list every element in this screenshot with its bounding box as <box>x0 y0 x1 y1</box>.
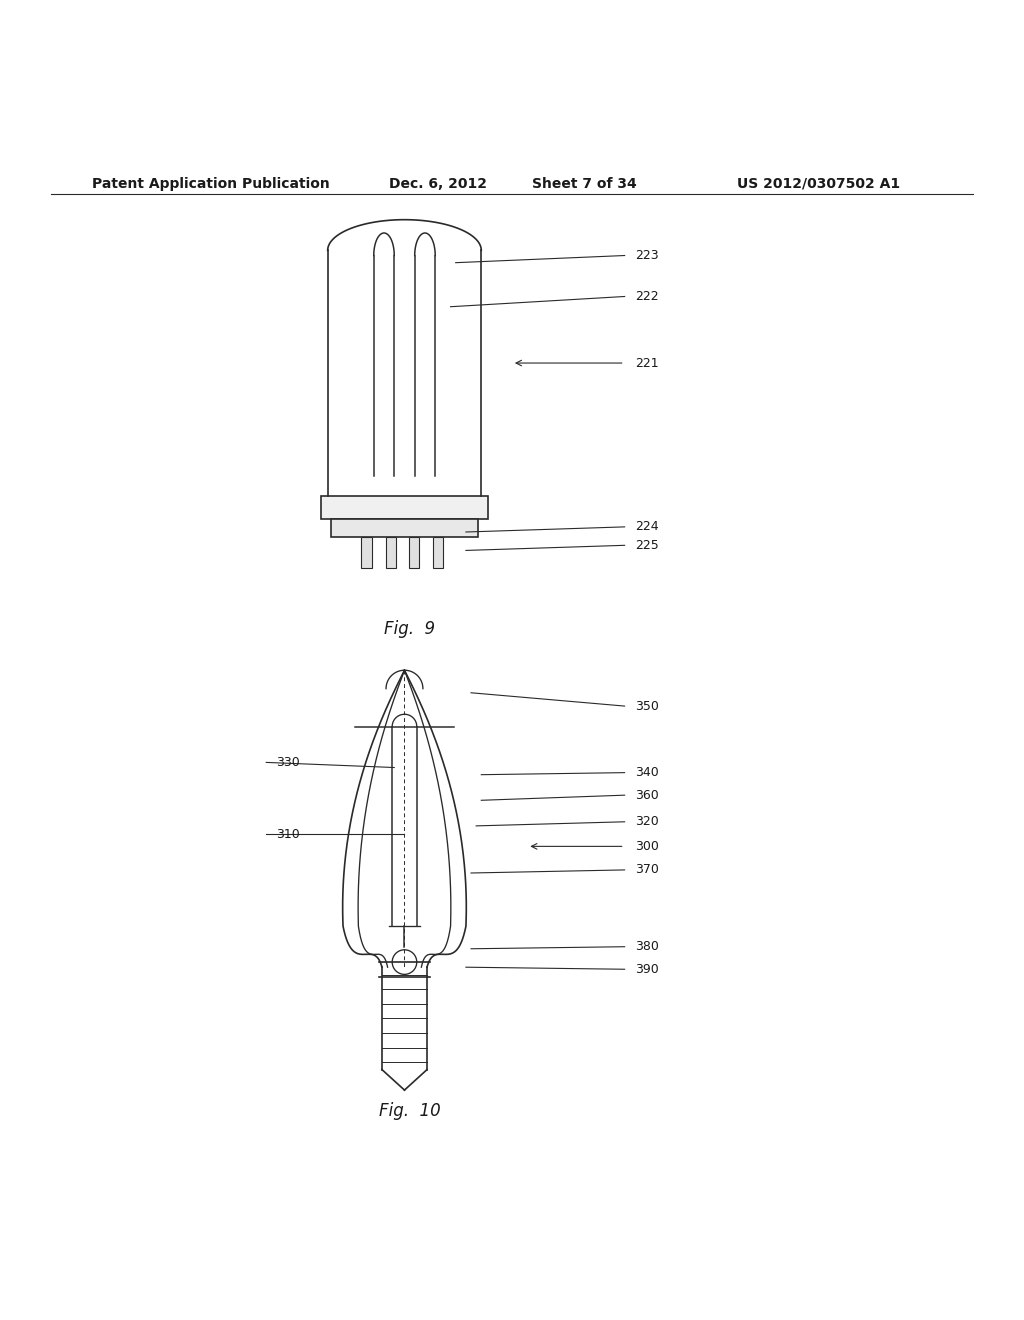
Text: Fig.  9: Fig. 9 <box>384 620 435 639</box>
Text: 330: 330 <box>276 756 300 768</box>
Bar <box>433 537 443 568</box>
Text: 224: 224 <box>635 520 658 533</box>
Text: 221: 221 <box>635 356 658 370</box>
Bar <box>321 496 488 519</box>
Text: 380: 380 <box>635 940 658 953</box>
Text: 350: 350 <box>635 700 658 713</box>
Text: 222: 222 <box>635 290 658 304</box>
Text: 310: 310 <box>276 828 300 841</box>
Text: 340: 340 <box>635 766 658 779</box>
Bar <box>409 537 419 568</box>
Text: US 2012/0307502 A1: US 2012/0307502 A1 <box>737 177 900 191</box>
Text: Fig.  10: Fig. 10 <box>379 1102 440 1119</box>
Text: 390: 390 <box>635 962 658 975</box>
Text: Sheet 7 of 34: Sheet 7 of 34 <box>532 177 637 191</box>
Text: 225: 225 <box>635 539 658 552</box>
Bar <box>361 537 372 568</box>
Text: Patent Application Publication: Patent Application Publication <box>92 177 330 191</box>
Text: 360: 360 <box>635 788 658 801</box>
Text: 223: 223 <box>635 249 658 261</box>
Text: 300: 300 <box>635 840 658 853</box>
Text: Dec. 6, 2012: Dec. 6, 2012 <box>389 177 487 191</box>
Text: 370: 370 <box>635 863 658 876</box>
Text: 320: 320 <box>635 816 658 828</box>
Bar <box>331 519 478 537</box>
Bar <box>386 537 396 568</box>
